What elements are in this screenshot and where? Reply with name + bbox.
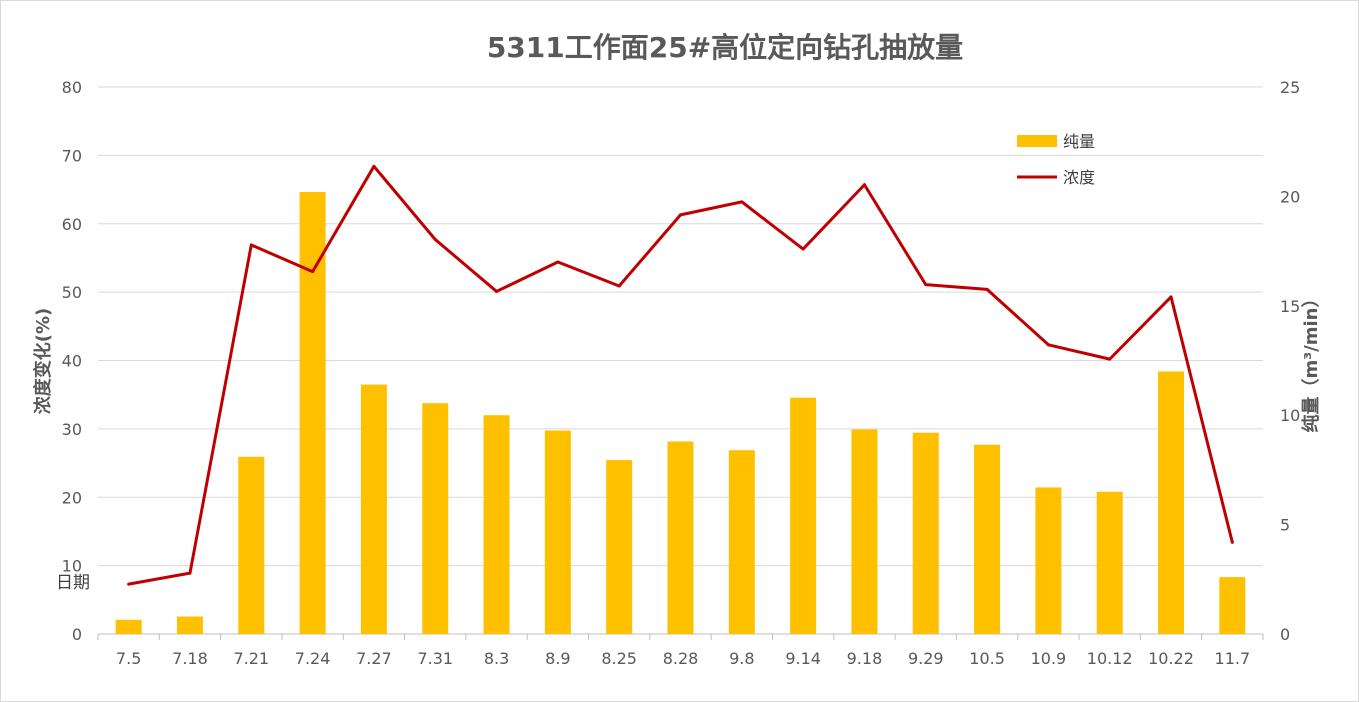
bar xyxy=(790,397,817,634)
line-point xyxy=(372,164,376,168)
right-tick-label: 5 xyxy=(1280,516,1290,535)
right-tick-label: 15 xyxy=(1280,297,1300,316)
x-tick-label: 9.8 xyxy=(729,649,754,668)
right-tick-label: 0 xyxy=(1280,625,1290,644)
right-tick-label: 10 xyxy=(1280,406,1300,425)
left-tick-label: 10 xyxy=(62,557,82,576)
x-tick-label: 10.12 xyxy=(1087,649,1133,668)
x-tick-label: 7.27 xyxy=(356,649,392,668)
left-axis-label: 浓度变化(%) xyxy=(32,308,54,415)
line-point xyxy=(433,237,437,241)
x-tick-label: 9.14 xyxy=(785,649,821,668)
x-tick-label: 7.31 xyxy=(417,649,453,668)
left-tick-label: 30 xyxy=(62,420,82,439)
x-tick-label: 9.29 xyxy=(908,649,944,668)
x-tick-label: 8.28 xyxy=(663,649,699,668)
x-tick-label: 10.5 xyxy=(969,649,1005,668)
line-point xyxy=(311,270,315,274)
left-tick-label: 70 xyxy=(62,146,82,165)
x-tick-label: 8.9 xyxy=(545,649,570,668)
line-point xyxy=(1046,343,1050,347)
bar xyxy=(115,619,142,634)
bar xyxy=(1035,487,1062,634)
legend-swatch-bar xyxy=(1017,135,1057,147)
line-series xyxy=(127,164,1234,586)
bar xyxy=(728,450,755,634)
left-tick-label: 0 xyxy=(72,625,82,644)
bar xyxy=(851,429,878,634)
x-axis-ticks: 7.5 7.18 7.21 7.24 7.27 7.31 8.3 8.9 8.25 8.28 9.8… xyxy=(97,634,1264,668)
x-tick-label: 8.25 xyxy=(601,649,637,668)
line-point xyxy=(1230,540,1234,544)
line-point xyxy=(862,183,866,187)
x-tick-label: 7.18 xyxy=(172,649,208,668)
line-point xyxy=(679,213,682,217)
bar xyxy=(974,444,1001,634)
bar xyxy=(422,403,449,634)
x-tick-label: 7.24 xyxy=(295,649,331,668)
x-axis-annotation: 日期 xyxy=(56,573,90,593)
x-tick-label: 11.7 xyxy=(1215,649,1251,668)
legend-label-bar: 纯量 xyxy=(1063,132,1095,151)
line-point xyxy=(740,200,744,204)
right-axis-label: 纯量（m³/min） xyxy=(1300,290,1322,433)
right-axis-ticks: 0 5 10 15 20 25 xyxy=(1280,78,1300,644)
x-tick-label: 10.9 xyxy=(1031,649,1067,668)
bar xyxy=(606,460,633,634)
line-point xyxy=(985,287,989,291)
x-tick-label: 9.18 xyxy=(847,649,883,668)
line-point xyxy=(556,260,560,264)
chart-title: 5311工作面25#高位定向钻孔抽放量 xyxy=(487,31,963,64)
bar xyxy=(912,432,939,634)
line-point xyxy=(249,243,253,247)
bar xyxy=(176,616,203,634)
bar xyxy=(1219,577,1246,634)
left-tick-label: 40 xyxy=(62,352,82,371)
line-point xyxy=(617,284,621,288)
line-point xyxy=(801,247,805,251)
line-point xyxy=(127,582,131,586)
x-tick-label: 7.21 xyxy=(233,649,269,668)
bar xyxy=(299,192,326,635)
bar xyxy=(1096,491,1123,634)
left-tick-label: 80 xyxy=(62,78,82,97)
legend-label-line: 浓度 xyxy=(1063,168,1095,187)
x-tick-label: 7.5 xyxy=(116,649,141,668)
line-point xyxy=(495,289,499,293)
legend: 纯量 浓度 xyxy=(1017,132,1095,187)
right-tick-label: 25 xyxy=(1280,78,1300,97)
left-axis-ticks: 0 10 20 30 40 50 60 70 80 xyxy=(62,78,82,644)
bar xyxy=(1158,371,1185,634)
bar xyxy=(238,456,265,634)
bar xyxy=(360,384,387,634)
left-tick-label: 50 xyxy=(62,283,82,302)
bar xyxy=(483,415,510,634)
line-point xyxy=(1108,357,1112,361)
x-tick-label: 8.3 xyxy=(484,649,509,668)
left-tick-label: 60 xyxy=(62,215,82,234)
bar xyxy=(544,430,571,634)
line-point xyxy=(924,283,928,287)
line-point xyxy=(188,571,192,575)
bar-series xyxy=(115,192,1246,635)
bar xyxy=(667,441,694,634)
line-point xyxy=(1169,295,1173,299)
right-tick-label: 20 xyxy=(1280,187,1300,206)
left-tick-label: 20 xyxy=(62,488,82,507)
x-tick-label: 10.22 xyxy=(1148,649,1194,668)
